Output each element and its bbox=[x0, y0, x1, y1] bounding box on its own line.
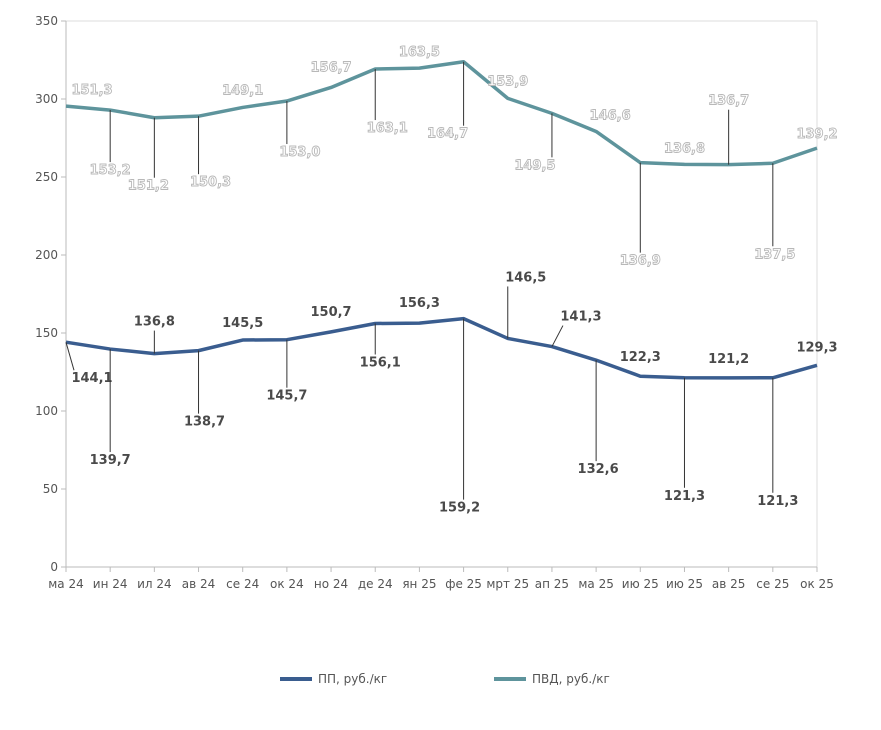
legend: ПП, руб./кг ПВД, руб./кг bbox=[0, 672, 881, 692]
data-label-pvd: 153,9 bbox=[487, 74, 528, 89]
data-label-pp: 156,1 bbox=[360, 355, 401, 370]
x-tick-label: ил 24 bbox=[137, 577, 172, 591]
data-label-pp: 132,6 bbox=[578, 462, 619, 477]
data-label-pvd: 164,7 bbox=[427, 127, 468, 142]
leader-line-pp bbox=[65, 342, 75, 371]
y-tick-label: 250 bbox=[35, 170, 58, 184]
legend-swatch-pvd bbox=[494, 677, 526, 681]
y-tick-label: 100 bbox=[35, 404, 58, 418]
x-tick-label: ок 25 bbox=[800, 577, 834, 591]
data-label-pvd: 150,3 bbox=[190, 175, 231, 190]
data-label-pvd: 156,7 bbox=[310, 60, 351, 75]
x-tick-label: ию 25 bbox=[622, 577, 659, 591]
data-label-pp: 136,8 bbox=[134, 315, 175, 330]
x-tick-label: ав 25 bbox=[712, 577, 746, 591]
data-label-pp: 144,1 bbox=[71, 371, 112, 386]
data-label-pvd: 146,6 bbox=[590, 108, 631, 123]
series-line-pvd bbox=[65, 59, 818, 167]
y-tick-label: 200 bbox=[35, 248, 58, 262]
x-tick-label: ав 24 bbox=[182, 577, 216, 591]
data-label-pp: 145,5 bbox=[222, 316, 263, 331]
data-label-pvd: 163,1 bbox=[367, 121, 408, 136]
x-tick-label: ян 25 bbox=[402, 577, 436, 591]
legend-item-pvd[interactable]: ПВД, руб./кг bbox=[494, 672, 610, 686]
line-chart: 0 50 100 150 200 250 300 350 ма 24 ин 24 ил 24 ав 2… bbox=[35, 14, 838, 591]
data-label-pp: 138,7 bbox=[184, 415, 225, 430]
x-tick-label: фе 25 bbox=[445, 577, 482, 591]
data-label-pvd: 136,9 bbox=[620, 254, 661, 269]
data-label-pp: 141,3 bbox=[560, 310, 601, 325]
x-tick-label: ма 25 bbox=[578, 577, 614, 591]
x-tick-label: но 24 bbox=[314, 577, 348, 591]
x-tick-label: ию 25 bbox=[666, 577, 703, 591]
legend-label-pvd: ПВД, руб./кг bbox=[532, 672, 610, 686]
data-label-pp: 121,3 bbox=[664, 489, 705, 504]
y-tick-label: 300 bbox=[35, 92, 58, 106]
series-line-pp bbox=[65, 316, 818, 380]
y-tick-label: 0 bbox=[50, 560, 58, 574]
x-tick-label: де 24 bbox=[358, 577, 393, 591]
data-label-pvd: 149,1 bbox=[222, 83, 263, 98]
data-label-pvd: 163,5 bbox=[399, 45, 440, 60]
legend-item-pp[interactable]: ПП, руб./кг bbox=[280, 672, 387, 686]
data-label-pp: 122,3 bbox=[620, 350, 661, 365]
x-tick-label: ин 24 bbox=[93, 577, 128, 591]
series-lines bbox=[65, 59, 818, 380]
data-label-pp: 145,7 bbox=[266, 389, 307, 404]
axes: 0 50 100 150 200 250 300 350 ма 24 ин 24 ил 24 ав 2… bbox=[35, 14, 834, 591]
leader-line-pp bbox=[551, 325, 564, 347]
data-label-pvd: 149,5 bbox=[514, 158, 555, 173]
data-label-pvd: 137,5 bbox=[754, 247, 795, 262]
data-label-pp: 121,3 bbox=[757, 494, 798, 509]
y-tick-label: 150 bbox=[35, 326, 58, 340]
data-label-pp: 146,5 bbox=[505, 270, 546, 285]
data-label-pvd: 151,3 bbox=[71, 83, 112, 98]
x-tick-label: се 24 bbox=[226, 577, 259, 591]
x-tick-label: ап 25 bbox=[535, 577, 569, 591]
y-tick-label: 50 bbox=[43, 482, 58, 496]
data-label-pp: 150,7 bbox=[310, 305, 351, 320]
data-label-pvd: 153,2 bbox=[90, 163, 131, 178]
x-tick-label: мрт 25 bbox=[486, 577, 529, 591]
x-tick-label: ма 24 bbox=[48, 577, 84, 591]
data-label-pp: 139,7 bbox=[90, 453, 131, 468]
data-label-pvd: 139,2 bbox=[796, 127, 837, 142]
x-tick-label: се 25 bbox=[756, 577, 789, 591]
data-label-pvd: 153,0 bbox=[279, 145, 320, 160]
data-label-pp: 159,2 bbox=[439, 501, 480, 516]
legend-swatch-pp bbox=[280, 677, 312, 681]
x-tick-label: ок 24 bbox=[270, 577, 304, 591]
data-label-pvd: 151,2 bbox=[128, 179, 169, 194]
data-label-pp: 156,3 bbox=[399, 296, 440, 311]
data-label-pp: 121,2 bbox=[708, 352, 749, 367]
data-label-pvd: 136,7 bbox=[708, 94, 749, 109]
legend-label-pp: ПП, руб./кг bbox=[318, 672, 388, 686]
data-label-pp: 129,3 bbox=[796, 340, 837, 355]
data-label-pvd: 136,8 bbox=[664, 141, 705, 156]
y-tick-label: 350 bbox=[35, 14, 58, 28]
